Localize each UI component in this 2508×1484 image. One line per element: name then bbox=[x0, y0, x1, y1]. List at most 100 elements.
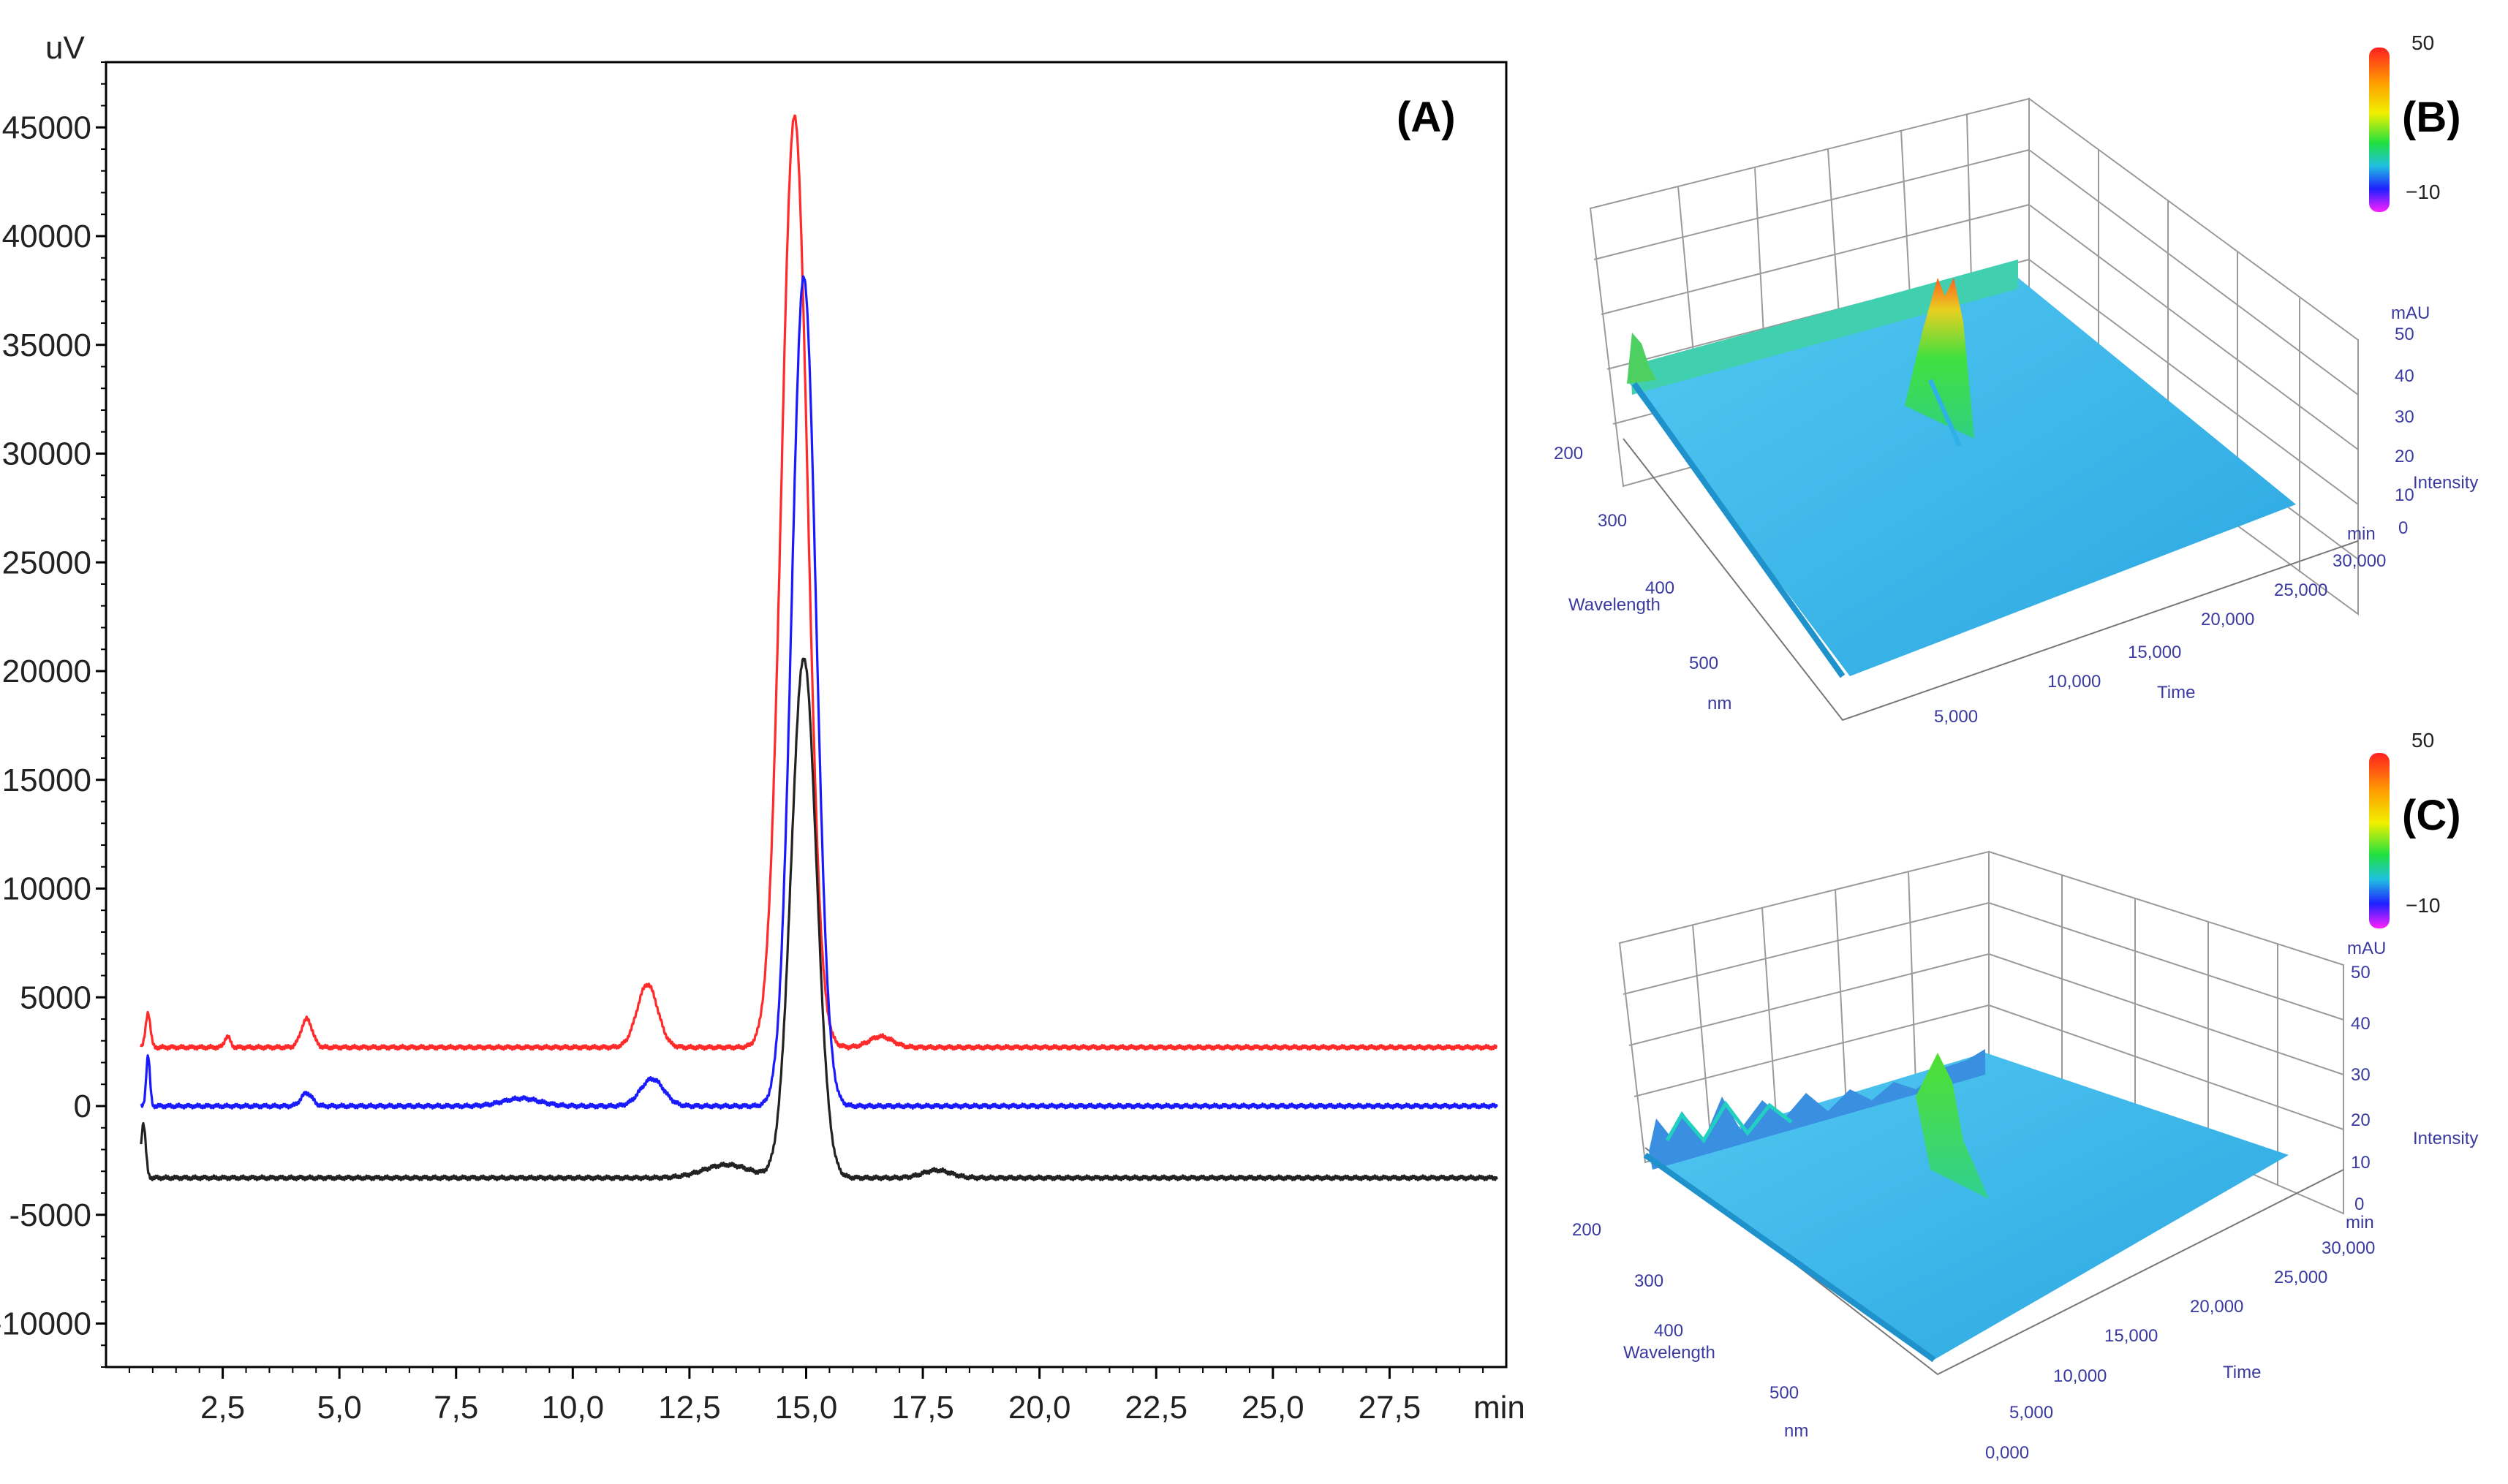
y-tick-label: 20000 bbox=[2, 654, 91, 689]
y-tick-label: 25000 bbox=[2, 545, 91, 580]
panel-b: 200 300 400 500 Wavelength nm 5,000 10,0… bbox=[1554, 31, 2478, 727]
y-tick-label: -5000 bbox=[9, 1197, 91, 1233]
panel-c-z-label: mAU bbox=[2347, 939, 2386, 958]
panel-a-series bbox=[140, 114, 1498, 1181]
series-line-1 bbox=[140, 114, 1498, 1051]
panel-b-time-tick-15000: 15,000 bbox=[2128, 643, 2181, 662]
panel-b-time-unit: min bbox=[2347, 524, 2376, 544]
panel-c-time-tick-25000: 25,000 bbox=[2274, 1268, 2327, 1287]
panel-c-time-unit: min bbox=[2346, 1213, 2374, 1233]
panel-b-z-tick-40: 40 bbox=[2395, 366, 2414, 386]
y-tick-label: -10000 bbox=[0, 1306, 91, 1342]
panel-a-label: (A) bbox=[1397, 94, 1456, 141]
panel-a-x-unit: min bbox=[1473, 1390, 1525, 1426]
x-tick-label: 25,0 bbox=[1242, 1390, 1304, 1426]
x-tick-label: 10,0 bbox=[542, 1390, 605, 1426]
panel-b-edge-streak bbox=[1631, 382, 1846, 678]
panel-b-wl-unit: nm bbox=[1707, 694, 1731, 713]
panel-b-peak bbox=[1905, 278, 1974, 439]
series-line-2 bbox=[140, 275, 1498, 1110]
x-tick-label: 27,5 bbox=[1359, 1390, 1421, 1426]
panel-b-time-tick-10000: 10,000 bbox=[2047, 672, 2101, 692]
series-line-3 bbox=[140, 657, 1498, 1181]
panel-b-wl-tick-200: 200 bbox=[1554, 444, 1583, 463]
y-tick-label: 0 bbox=[74, 1089, 91, 1124]
x-tick-label: 22,5 bbox=[1125, 1390, 1187, 1426]
panel-c-edge-streak bbox=[1643, 1152, 1936, 1363]
panel-c-time-end: 30,000 bbox=[2322, 1238, 2375, 1258]
panel-c-noise-ridge bbox=[1649, 1049, 1985, 1170]
panel-c-time-tick-0: 0,000 bbox=[1985, 1443, 2029, 1463]
panel-c-wl-title: Wavelength bbox=[1623, 1343, 1715, 1363]
x-tick-label: 7,5 bbox=[434, 1390, 478, 1426]
panel-b-time-tick-20000: 20,000 bbox=[2201, 610, 2254, 629]
y-tick-label: 15000 bbox=[2, 762, 91, 798]
panel-b-z-tick-10: 10 bbox=[2395, 485, 2414, 505]
panel-b-ridge bbox=[1631, 260, 2018, 395]
panel-b-wl-title: Wavelength bbox=[1568, 595, 1661, 615]
panel-c-z-tick-50: 50 bbox=[2351, 963, 2371, 983]
panel-b-z-tick-50: 50 bbox=[2395, 325, 2414, 344]
panel-c-colorbar bbox=[2369, 753, 2390, 928]
panel-a: uV min (A) -10000 -5000 0 5000 10000 15000 200… bbox=[0, 30, 1525, 1426]
x-tick-label: 2,5 bbox=[200, 1390, 245, 1426]
panel-b-z-title: Intensity bbox=[2413, 473, 2478, 493]
panel-a-plot-frame bbox=[105, 61, 1508, 1368]
panel-c-wl-tick-200: 200 bbox=[1572, 1220, 1601, 1240]
panel-b-time-tick-5000: 5,000 bbox=[1934, 707, 1978, 727]
x-tick-label: 12,5 bbox=[658, 1390, 721, 1426]
y-tick-label: 40000 bbox=[2, 219, 91, 254]
panel-b-colorbar-min: −10 bbox=[2406, 181, 2441, 203]
panel-a-y-unit: uV bbox=[45, 30, 85, 66]
panel-c-peak bbox=[1916, 1053, 1989, 1199]
panel-b-colorbar bbox=[2369, 48, 2390, 212]
panel-b-colorbar-max: 50 bbox=[2411, 31, 2434, 54]
panel-c-colorbar-min: −10 bbox=[2406, 894, 2441, 917]
panel-c-z-tick-20: 20 bbox=[2351, 1110, 2371, 1130]
x-tick-label: 20,0 bbox=[1008, 1390, 1071, 1426]
y-tick-label: 45000 bbox=[2, 110, 91, 145]
panel-c-time-tick-5000: 5,000 bbox=[2009, 1403, 2053, 1423]
panel-c: 200 300 400 500 Wavelength nm 0,000 5,00… bbox=[1572, 729, 2478, 1463]
panel-c-time-tick-20000: 20,000 bbox=[2190, 1297, 2243, 1317]
panel-b-time-tick-25000: 25,000 bbox=[2274, 580, 2327, 600]
panel-b-z-tick-0: 0 bbox=[2398, 518, 2408, 538]
panel-c-z-title: Intensity bbox=[2413, 1129, 2478, 1148]
panel-b-time-title: Time bbox=[2157, 683, 2195, 703]
panel-b-front-spike bbox=[1627, 333, 1656, 384]
y-tick-label: 10000 bbox=[2, 871, 91, 907]
panel-b-floor-axes bbox=[1623, 438, 2359, 722]
x-tick-label: 15,0 bbox=[775, 1390, 838, 1426]
panel-b-z-label: mAU bbox=[2391, 303, 2430, 323]
y-tick-label: 5000 bbox=[20, 980, 91, 1015]
panel-b-z-tick-20: 20 bbox=[2395, 447, 2414, 466]
panel-c-z-tick-40: 40 bbox=[2351, 1014, 2371, 1034]
panel-c-grid bbox=[1618, 850, 2344, 1215]
panel-c-time-title: Time bbox=[2223, 1363, 2261, 1382]
panel-b-wl-tick-500: 500 bbox=[1689, 654, 1718, 673]
panel-b-z-tick-30: 30 bbox=[2395, 407, 2414, 427]
panel-b-surface bbox=[1627, 278, 2296, 676]
panel-c-wl-tick-500: 500 bbox=[1769, 1383, 1799, 1403]
panel-c-z-tick-0: 0 bbox=[2354, 1195, 2364, 1214]
panel-c-colorbar-max: 50 bbox=[2411, 729, 2434, 752]
panel-c-surface bbox=[1645, 1053, 2289, 1360]
panel-c-wl-unit: nm bbox=[1784, 1421, 1808, 1441]
panel-c-time-tick-10000: 10,000 bbox=[2053, 1366, 2107, 1386]
y-tick-label: 30000 bbox=[2, 436, 91, 472]
panel-c-time-tick-15000: 15,000 bbox=[2104, 1326, 2158, 1346]
x-tick-label: 5,0 bbox=[317, 1390, 362, 1426]
panel-a-y-axis: -10000 -5000 0 5000 10000 15000 20000 25000 3000… bbox=[0, 61, 106, 1368]
y-tick-label: 35000 bbox=[2, 328, 91, 363]
x-tick-label: 17,5 bbox=[891, 1390, 954, 1426]
panel-c-wl-tick-400: 400 bbox=[1654, 1321, 1683, 1341]
panel-a-x-axis: 2,5 5,0 7,5 10,0 12,5 15,0 17,5 20,0 22,5 25,0 27,… bbox=[128, 1367, 1484, 1426]
panel-c-z-tick-10: 10 bbox=[2351, 1153, 2371, 1173]
panel-c-wl-tick-300: 300 bbox=[1634, 1271, 1663, 1291]
panel-c-label: (C) bbox=[2402, 792, 2461, 839]
panel-b-wl-tick-300: 300 bbox=[1598, 511, 1627, 531]
panel-b-label: (B) bbox=[2402, 94, 2461, 141]
panel-c-z-tick-30: 30 bbox=[2351, 1065, 2371, 1085]
panel-b-wl-tick-400: 400 bbox=[1645, 578, 1674, 598]
